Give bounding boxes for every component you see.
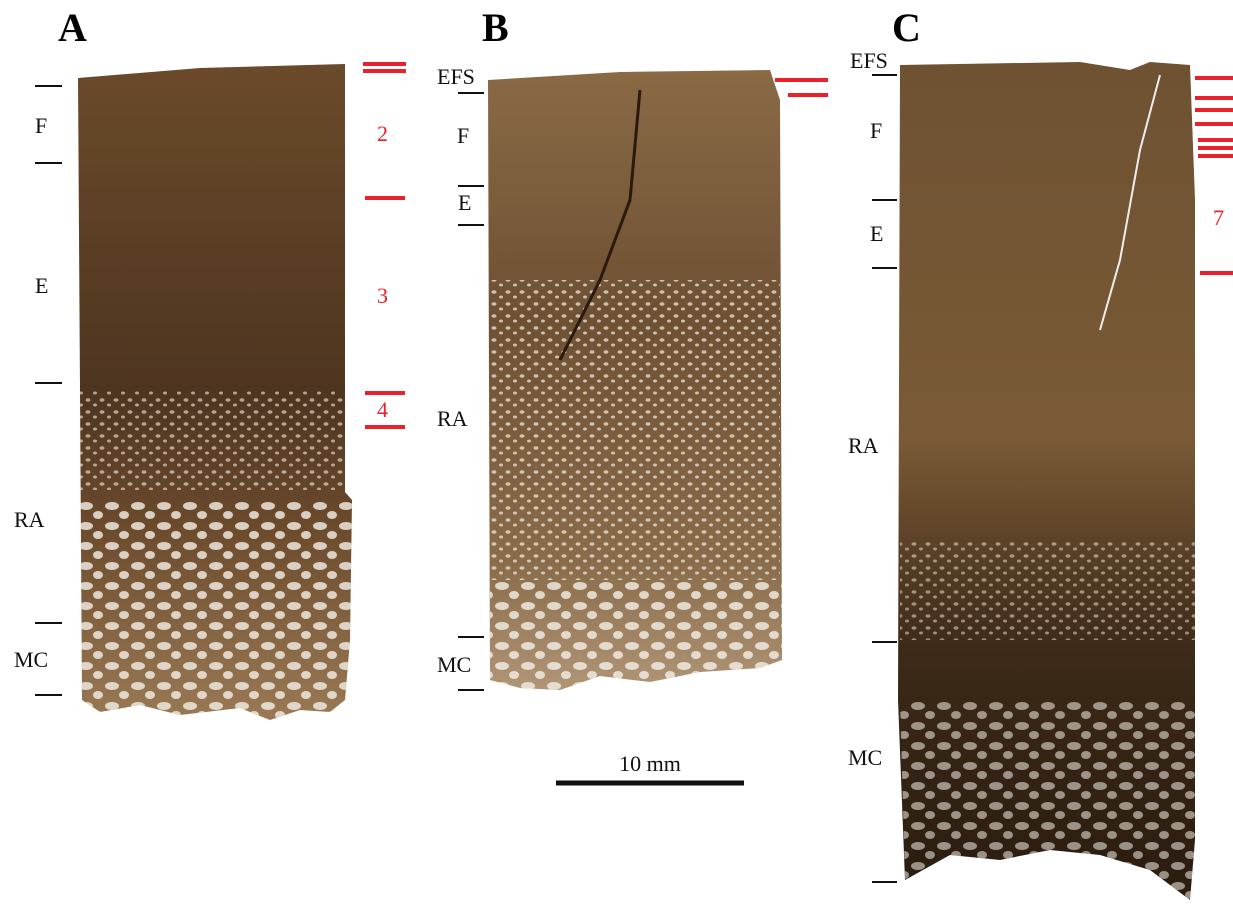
section-image bbox=[898, 62, 1195, 900]
zone-label: F bbox=[35, 113, 47, 138]
zone-label: RA bbox=[437, 406, 468, 431]
panel-label: A bbox=[58, 5, 87, 50]
zone-label: E bbox=[870, 221, 883, 246]
zone-label: F bbox=[870, 118, 882, 143]
lag-count: 4 bbox=[377, 397, 388, 422]
zone-label: RA bbox=[14, 507, 45, 532]
zone-label: EFS bbox=[437, 64, 475, 89]
lag-count: 7 bbox=[1213, 205, 1224, 230]
lag-count: 3 bbox=[377, 283, 388, 308]
zone-label: MC bbox=[437, 652, 471, 677]
scale-label: 10 mm bbox=[619, 751, 681, 776]
zone-label: EFS bbox=[850, 48, 888, 73]
panel-a: A F E RA MC 2 3 4 bbox=[14, 5, 406, 720]
panel-c: C EFS F E RA MC 7 bbox=[848, 5, 1233, 900]
zone-label: MC bbox=[14, 647, 48, 672]
panel-b: B EFS F E RA MC bbox=[437, 5, 828, 691]
zone-label: RA bbox=[848, 433, 879, 458]
panel-label: C bbox=[892, 5, 921, 50]
panel-label: B bbox=[482, 5, 509, 50]
zone-label: E bbox=[35, 273, 48, 298]
zone-label: E bbox=[458, 190, 471, 215]
lag-count: 2 bbox=[377, 121, 388, 146]
zone-label: F bbox=[457, 123, 469, 148]
zone-label: MC bbox=[848, 745, 882, 770]
